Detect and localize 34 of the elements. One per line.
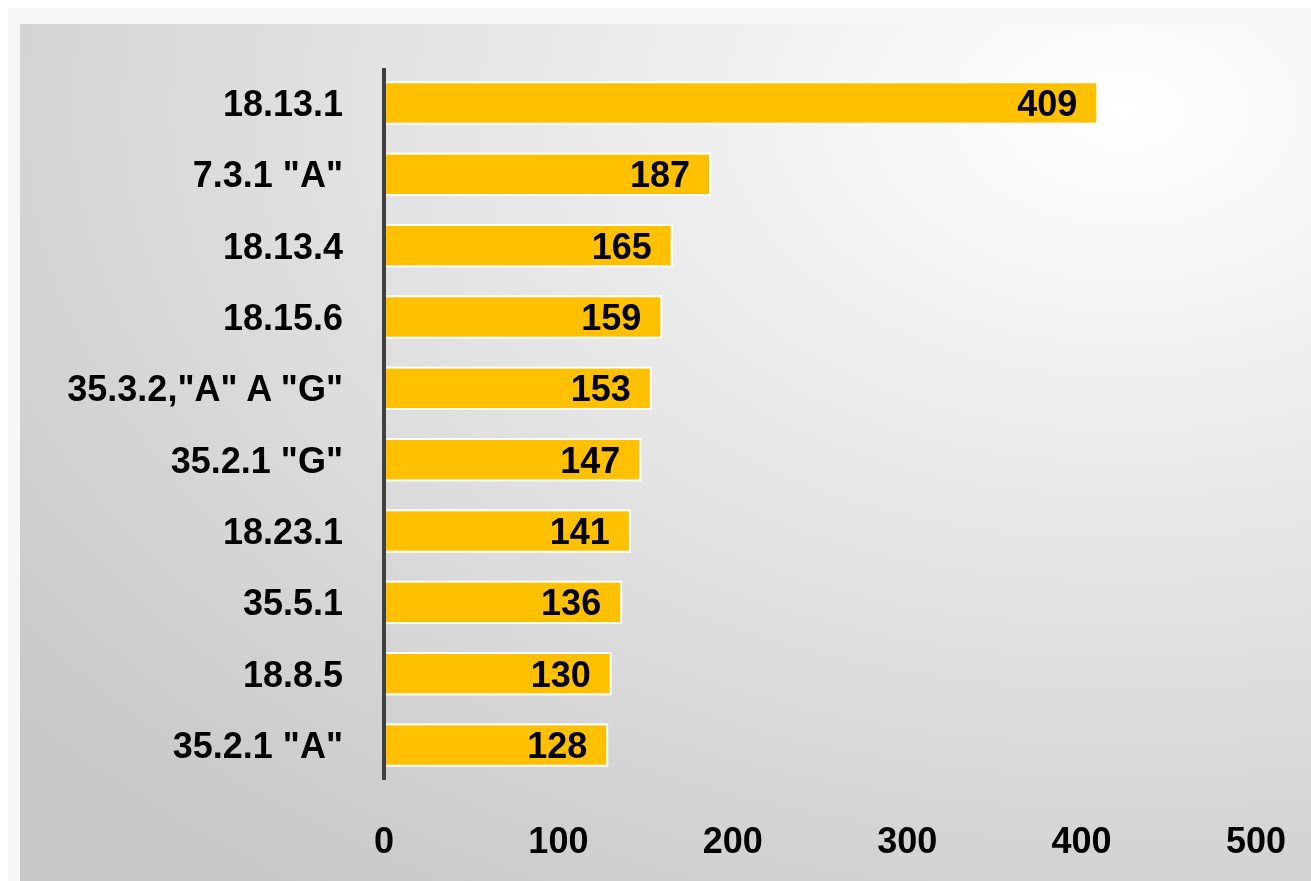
data-label: 141: [549, 511, 610, 553]
y-tick-label: 18.8.5: [242, 653, 343, 695]
y-tick-label: 18.13.4: [222, 225, 343, 267]
y-tick-label: 35.3.2,"A" A "G": [67, 368, 343, 410]
y-tick-label: 18.13.1: [222, 82, 343, 124]
y-tick-label: 7.3.1 "A": [192, 154, 343, 196]
x-tick-label: 200: [702, 820, 763, 861]
data-label: 165: [591, 225, 652, 267]
y-tick-label: 35.2.1 "G": [170, 439, 343, 481]
data-label: 159: [581, 296, 642, 338]
bar: [383, 723, 609, 767]
x-tick-label: 0: [373, 820, 395, 861]
x-tick-label: 300: [877, 820, 938, 861]
bar: [383, 437, 642, 482]
data-label: 147: [560, 439, 621, 481]
data-label: 153: [570, 368, 631, 410]
y-tick-label: 18.15.6: [222, 296, 343, 338]
x-tick-label: 500: [1225, 820, 1287, 861]
bar: [383, 152, 712, 196]
bar: [383, 223, 673, 268]
bar: [383, 509, 631, 553]
data-label: 128: [527, 725, 588, 767]
y-tick-label: 18.23.1: [222, 511, 343, 553]
x-tick-label: 400: [1051, 820, 1112, 861]
bar: [383, 366, 652, 411]
data-label: 136: [541, 582, 602, 624]
bar: [383, 295, 663, 339]
data-label: 409: [1017, 82, 1078, 124]
x-tick-label: 100: [528, 820, 589, 861]
data-label: 130: [530, 653, 591, 695]
y-tick-label: 35.2.1 "A": [172, 725, 343, 767]
bar: [383, 81, 1099, 125]
data-label: 187: [630, 154, 691, 196]
y-tick-label: 35.5.1: [242, 582, 343, 624]
